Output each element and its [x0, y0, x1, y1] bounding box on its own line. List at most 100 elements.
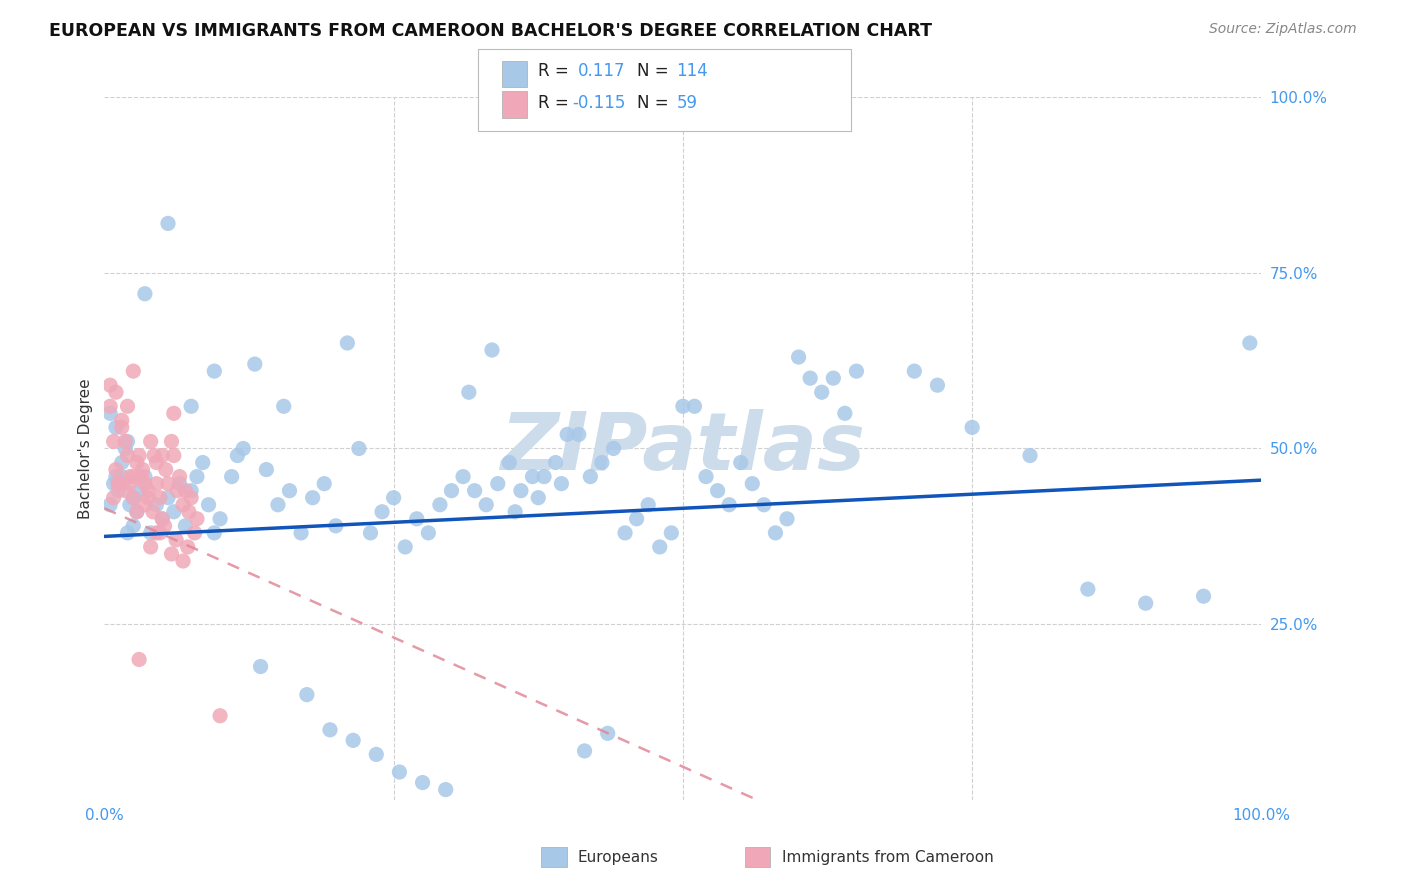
Point: [143, 449, 166, 463]
Point: [509, 483, 531, 498]
Point: [197, 498, 219, 512]
Point: [418, 525, 440, 540]
Point: [191, 456, 214, 470]
Point: [172, 554, 194, 568]
Point: [103, 434, 125, 449]
Point: [128, 449, 150, 463]
Point: [125, 505, 148, 519]
Point: [131, 462, 153, 476]
Point: [118, 476, 141, 491]
Point: [134, 469, 156, 483]
Point: [1019, 449, 1042, 463]
Point: [209, 708, 232, 723]
Point: [111, 456, 134, 470]
Point: [325, 519, 347, 533]
Point: [1239, 336, 1261, 351]
Text: Source: ZipAtlas.com: Source: ZipAtlas.com: [1209, 22, 1357, 37]
Point: [149, 491, 172, 505]
Point: [481, 343, 503, 357]
Point: [98, 498, 121, 512]
Point: [114, 442, 136, 456]
Point: [128, 483, 150, 498]
Point: [117, 399, 139, 413]
Point: [155, 462, 177, 476]
Text: Europeans: Europeans: [578, 850, 659, 864]
Point: [614, 525, 637, 540]
Point: [150, 512, 173, 526]
Point: [183, 525, 205, 540]
Point: [626, 512, 648, 526]
Point: [177, 505, 200, 519]
Point: [142, 505, 165, 519]
Point: [475, 498, 498, 512]
Point: [163, 505, 186, 519]
Point: [527, 491, 550, 505]
Point: [202, 364, 225, 378]
Point: [180, 399, 202, 413]
Point: [163, 406, 186, 420]
Point: [366, 747, 388, 762]
Point: [209, 512, 232, 526]
Point: [169, 476, 191, 491]
Point: [602, 442, 624, 456]
Point: [596, 726, 619, 740]
Point: [145, 456, 167, 470]
Point: [122, 469, 145, 483]
Point: [522, 469, 544, 483]
Text: Immigrants from Cameroon: Immigrants from Cameroon: [782, 850, 994, 864]
Point: [172, 498, 194, 512]
Point: [845, 364, 868, 378]
Point: [347, 442, 370, 456]
Point: [434, 782, 457, 797]
Point: [174, 483, 197, 498]
Point: [180, 491, 202, 505]
Point: [637, 498, 659, 512]
Point: [533, 469, 555, 483]
Point: [145, 476, 167, 491]
Point: [503, 505, 526, 519]
Point: [659, 525, 682, 540]
Point: [139, 540, 162, 554]
Point: [382, 491, 405, 505]
Point: [103, 476, 125, 491]
Point: [683, 399, 706, 413]
Point: [134, 476, 156, 491]
Point: [371, 505, 394, 519]
Point: [267, 498, 290, 512]
Point: [388, 764, 411, 779]
Point: [104, 462, 127, 476]
Point: [128, 652, 150, 666]
Point: [104, 420, 127, 434]
Point: [695, 469, 717, 483]
Text: 59: 59: [676, 94, 697, 112]
Point: [730, 456, 752, 470]
Text: R =: R =: [538, 62, 575, 80]
Point: [180, 483, 202, 498]
Point: [117, 434, 139, 449]
Text: N =: N =: [637, 62, 673, 80]
Point: [118, 498, 141, 512]
Point: [131, 469, 153, 483]
Point: [150, 512, 173, 526]
Point: [118, 469, 141, 483]
Point: [174, 519, 197, 533]
Point: [139, 434, 162, 449]
Point: [232, 442, 254, 456]
Point: [429, 498, 451, 512]
Text: 0.117: 0.117: [578, 62, 626, 80]
Point: [568, 427, 591, 442]
Point: [169, 469, 191, 483]
Point: [163, 449, 186, 463]
Point: [111, 413, 134, 427]
Point: [741, 476, 763, 491]
Point: [122, 491, 145, 505]
Point: [360, 525, 382, 540]
Point: [202, 525, 225, 540]
Point: [98, 406, 121, 420]
Point: [342, 733, 364, 747]
Text: N =: N =: [637, 94, 673, 112]
Point: [776, 512, 799, 526]
Point: [394, 540, 416, 554]
Point: [145, 498, 167, 512]
Point: [273, 399, 295, 413]
